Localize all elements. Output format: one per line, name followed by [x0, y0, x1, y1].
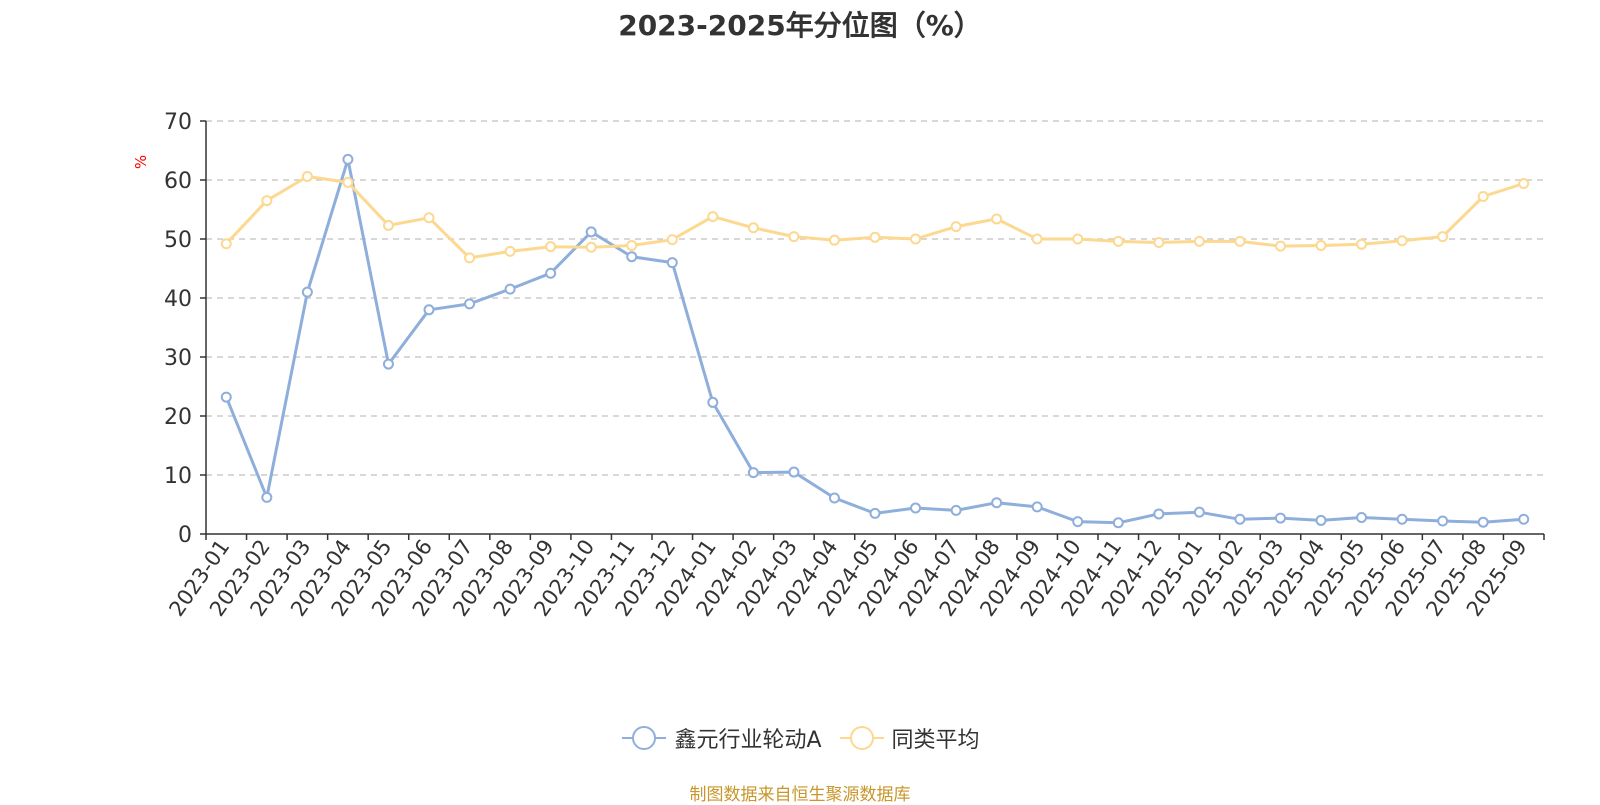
series-1-point [788, 466, 800, 478]
series-1-point [504, 283, 516, 295]
series-2-point [1274, 240, 1286, 252]
series-line-1 [224, 157, 1524, 525]
series-2-point [910, 233, 922, 245]
series-2-point [1112, 235, 1124, 247]
series-1-point [747, 467, 759, 479]
source-note: 制图数据来自恒生聚源数据库 [689, 785, 911, 805]
series-1-point [828, 492, 840, 504]
legend-marker-icon [839, 726, 884, 750]
series-2-point [1396, 235, 1408, 247]
series-2-point [464, 252, 476, 264]
series-1-point [261, 491, 273, 503]
series-2-point [504, 245, 516, 257]
series-2-point [1153, 237, 1165, 249]
series-2-point [301, 170, 313, 182]
series-1-point [1031, 501, 1043, 513]
series-2-point [991, 213, 1003, 225]
series-1-point [1072, 516, 1084, 528]
series-1-point [707, 396, 719, 408]
series-2-point [869, 231, 881, 243]
series-2-point [585, 241, 597, 253]
series-2-point [666, 234, 678, 246]
series-2-point [423, 212, 435, 224]
series-1-point [1193, 506, 1205, 518]
series-2-point [1193, 235, 1205, 247]
series-2-point [1437, 231, 1449, 243]
y-tick-label: 50 [164, 228, 192, 253]
series-1-point [1356, 511, 1368, 523]
series-1-point [585, 226, 597, 238]
chart-title: 2023-2025年分位图（%） [618, 9, 982, 42]
series-2-point [220, 238, 232, 250]
series-1-point [301, 286, 313, 298]
series-1-point [1437, 515, 1449, 527]
series-1-point [910, 502, 922, 514]
series-1-point [1518, 513, 1530, 525]
series-1-point [1112, 517, 1124, 529]
y-tick-label: 0 [178, 523, 192, 548]
series-1-point [666, 257, 678, 269]
series-2-point [1234, 235, 1246, 247]
series-1-point [545, 267, 557, 279]
legend-item-2[interactable]: 同类平均 [838, 722, 980, 754]
series-2-point [1031, 233, 1043, 245]
series-2-point [626, 239, 638, 251]
series-1-point [220, 391, 232, 403]
series-2-point [1356, 238, 1368, 250]
series-2-point [788, 231, 800, 243]
series-1-point [626, 251, 638, 263]
series-1-point [1153, 508, 1165, 520]
series-1-point [869, 507, 881, 519]
y-tick-label: 60 [164, 169, 192, 194]
legend-label: 同类平均 [891, 728, 980, 753]
legend: 鑫元行业轮动A 同类平均 [0, 722, 1600, 754]
series-2-point [1518, 178, 1530, 190]
series-1-point [342, 153, 354, 165]
series-2-point [950, 221, 962, 233]
y-tick-label: 70 [164, 110, 192, 135]
series-1-point [1234, 513, 1246, 525]
series-2-point [261, 195, 273, 207]
series-1-point [423, 304, 435, 316]
series-2-point [1315, 239, 1327, 251]
legend-item-1[interactable]: 鑫元行业轮动A [620, 722, 822, 754]
y-axis-unit-label: % [132, 155, 150, 169]
series-1-point [1274, 512, 1286, 524]
series-2-point [707, 211, 719, 223]
series-2-point [828, 234, 840, 246]
y-tick-label: 40 [164, 287, 192, 312]
series-2-point [1072, 233, 1084, 245]
y-tick-label: 30 [164, 346, 192, 371]
series-1-point [1396, 513, 1408, 525]
series-2-point [545, 241, 557, 253]
legend-marker-icon [622, 726, 667, 750]
series-1-point [991, 497, 1003, 509]
series-1-point [464, 298, 476, 310]
series-2-point [1477, 191, 1489, 203]
series-2-point [747, 222, 759, 234]
series-2-point [342, 176, 354, 188]
series-1-point [1477, 516, 1489, 528]
series-2-point [382, 219, 394, 231]
series-layer [220, 153, 1530, 529]
y-tick-label: 10 [164, 464, 192, 489]
series-1-point [1315, 514, 1327, 526]
series-line-2 [225, 175, 1525, 260]
series-1-point [950, 504, 962, 516]
axis-layer: 0102030405060702023-012023-022023-032023… [164, 110, 1545, 621]
series-1-point [382, 358, 394, 370]
grid-layer [206, 120, 1544, 476]
y-tick-label: 20 [164, 405, 192, 430]
legend-label: 鑫元行业轮动A [674, 728, 822, 753]
